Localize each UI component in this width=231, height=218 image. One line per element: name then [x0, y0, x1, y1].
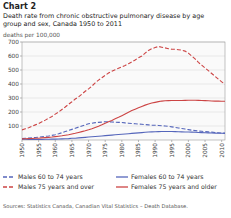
x-tick-label: 2000 [185, 143, 191, 158]
grid-line [22, 70, 225, 71]
series-line [22, 46, 225, 129]
y-tick-label: 200 [8, 109, 19, 115]
y-tick-label: 600 [8, 53, 19, 59]
x-tick [71, 140, 72, 142]
x-tick-label: 1960 [52, 143, 58, 158]
x-tick-label: 1965 [69, 143, 75, 158]
y-axis-label: deaths per 100,000 [3, 32, 60, 39]
grid-line [22, 112, 225, 113]
legend-swatch [116, 176, 128, 177]
chart: Chart 2Death rate from chronic obstructi… [0, 0, 231, 218]
x-tick-label: 1955 [36, 143, 42, 158]
x-tick [38, 140, 39, 142]
x-tick [221, 140, 222, 142]
x-tick-label: 1990 [152, 143, 158, 158]
subtitle: group and sex, Canada 1950 to 2011 [3, 20, 122, 28]
x-tick [22, 140, 23, 142]
y-tick-label: 700 [8, 39, 19, 45]
grid-line [22, 56, 225, 57]
x-tick-label: 1950 [19, 143, 25, 158]
y-tick-label: 100 [8, 123, 19, 129]
x-tick [105, 140, 106, 142]
y-tick-label: 400 [8, 81, 19, 87]
x-tick [205, 140, 206, 142]
series-line [22, 131, 225, 139]
legend-swatch [3, 176, 15, 177]
legend-swatch [116, 186, 128, 187]
grid-line [22, 126, 225, 127]
x-tick-label: 1995 [169, 143, 175, 158]
title: Chart 2 [3, 2, 36, 11]
x-tick-label: 1970 [86, 143, 92, 158]
x-tick [121, 140, 122, 142]
legend-label: Males 75 years and over [18, 183, 95, 191]
x-tick [88, 140, 89, 142]
series-line [22, 122, 225, 139]
x-tick-label: 2010 [219, 143, 225, 158]
grid-line [22, 84, 225, 85]
x-tick [55, 140, 56, 142]
legend-swatch [3, 186, 15, 187]
series-line [22, 100, 225, 139]
grid-line [22, 98, 225, 99]
x-tick-label: 2005 [202, 143, 208, 158]
x-tick [155, 140, 156, 142]
lines [22, 46, 225, 139]
y-tick-label: 500 [8, 67, 19, 73]
plot-area [22, 42, 225, 140]
x-tick-label: 1980 [119, 143, 125, 158]
y-tick-label: 300 [8, 95, 19, 101]
subtitle: Death rate from chronic obstructive pulm… [3, 12, 204, 20]
x-tick [138, 140, 139, 142]
legend-label: Females 75 years and older [131, 183, 217, 191]
x-tick [171, 140, 172, 142]
x-tick [188, 140, 189, 142]
x-tick-label: 1985 [135, 143, 141, 158]
legend-label: Males 60 to 74 years [18, 173, 83, 181]
legend-label: Females 60 to 74 years [131, 173, 203, 181]
plot-frame [22, 42, 225, 140]
source: Sources: Statistics Canada, Canadian Vit… [3, 203, 188, 209]
x-tick-label: 1975 [102, 143, 108, 158]
